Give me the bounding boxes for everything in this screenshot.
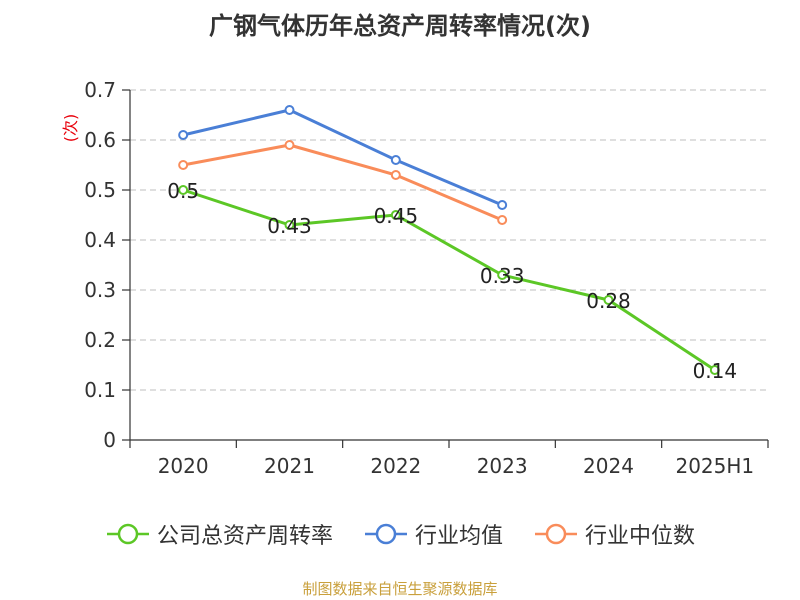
y-tick-label: 0.3	[84, 278, 116, 302]
y-axis-label: (次)	[61, 114, 80, 143]
data-point[interactable]	[497, 270, 508, 280]
legend-item[interactable]: 公司总资产周转率	[105, 518, 333, 550]
legend-label: 行业中位数	[585, 524, 696, 549]
legend: 公司总资产周转率 行业均值 行业中位数	[0, 518, 800, 550]
data-label: 0.43	[267, 214, 312, 238]
chart-title: 广钢气体历年总资产周转率情况(次)	[209, 12, 591, 40]
y-tick-label: 0.2	[84, 328, 116, 352]
series-line-1	[182, 108, 503, 207]
axes: 0 0.1 0.2 0.3 0.4 0.5 0.6 0.7 2020 2021 2022 2023 20…	[61, 78, 769, 478]
x-tick-label: 2020	[158, 454, 209, 478]
data-point[interactable]	[284, 105, 295, 115]
data-labels: 0.5 0.43 0.45 0.33 0.28 0.14	[167, 179, 737, 383]
series-line-2	[182, 143, 503, 222]
data-label: 0.33	[480, 264, 525, 288]
legend-label: 行业均值	[414, 524, 503, 549]
y-tick-label: 0.5	[84, 178, 116, 202]
data-label: 0.5	[167, 179, 199, 203]
legend-item[interactable]: 行业中位数	[533, 518, 695, 550]
series-lines	[178, 105, 720, 375]
legend-marker	[364, 523, 407, 545]
data-point[interactable]	[284, 220, 295, 230]
y-tick-label: 0.4	[84, 228, 116, 252]
source-note: 制图数据来自恒生聚源数据库	[302, 580, 498, 598]
y-tick-label: 0.7	[84, 78, 116, 102]
data-point[interactable]	[390, 210, 401, 220]
data-point[interactable]	[390, 155, 401, 165]
data-point[interactable]	[709, 365, 720, 375]
legend-marker	[106, 523, 149, 545]
legend-item[interactable]: 行业均值	[363, 518, 503, 550]
x-tick-label: 2021	[264, 454, 315, 478]
x-tick-label: 2025H1	[675, 454, 754, 478]
data-label: 0.45	[374, 204, 419, 228]
x-tick-label: 2024	[583, 454, 634, 478]
data-point[interactable]	[390, 170, 401, 180]
data-point[interactable]	[603, 295, 614, 305]
x-tick-label: 2022	[370, 454, 421, 478]
data-label: 0.28	[586, 289, 631, 313]
data-point[interactable]	[284, 140, 295, 150]
data-point[interactable]	[178, 160, 189, 170]
y-tick-label: 0	[103, 428, 116, 452]
legend-marker	[535, 523, 577, 545]
grid-lines	[130, 89, 768, 391]
data-point[interactable]	[497, 215, 508, 225]
data-point[interactable]	[178, 130, 189, 140]
y-tick-label: 0.1	[84, 378, 116, 402]
x-tick-label: 2023	[477, 454, 528, 478]
y-tick-label: 0.6	[84, 128, 116, 152]
data-point[interactable]	[497, 200, 508, 210]
data-point[interactable]	[178, 185, 189, 195]
data-label: 0.14	[693, 359, 738, 383]
legend-label: 公司总资产周转率	[156, 524, 333, 549]
series-line-0	[182, 188, 716, 372]
